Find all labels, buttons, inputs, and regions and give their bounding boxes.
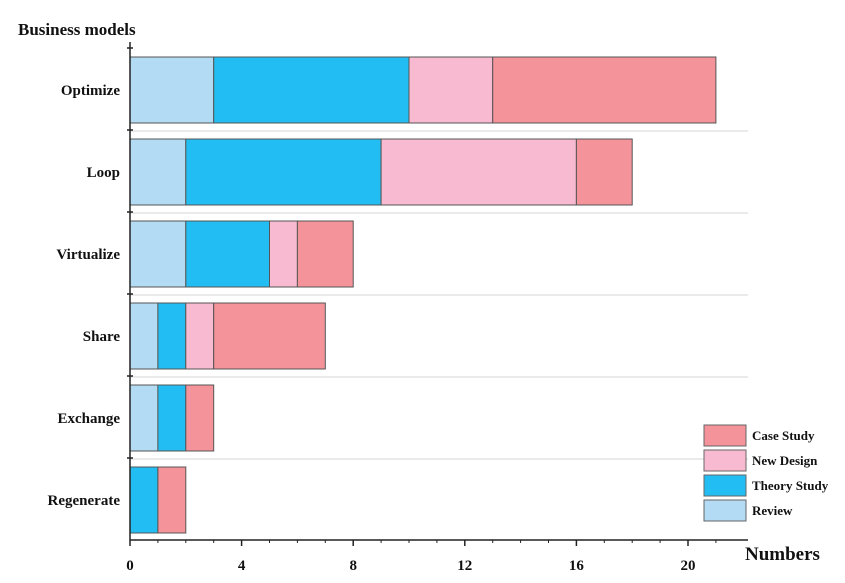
x-tick-label: 4 <box>238 558 246 574</box>
y-tick-label: Loop <box>87 165 120 181</box>
x-tick-label: 0 <box>126 558 134 574</box>
grid-layer <box>130 130 748 460</box>
bar-segment <box>408 56 494 124</box>
y-tick-label: Regenerate <box>48 493 121 509</box>
x-tick-label: 16 <box>569 558 585 574</box>
bar-segment <box>129 302 159 370</box>
bar-segment <box>129 56 215 124</box>
y-tick-label: Virtualize <box>56 247 120 263</box>
legend-swatch <box>703 474 747 497</box>
bar-segment <box>213 302 326 370</box>
bar-segment <box>185 302 215 370</box>
legend-label: Case Study <box>752 428 815 443</box>
y-axis-title: Business models <box>18 20 136 39</box>
bar-segment <box>129 138 187 206</box>
x-axis-title: Numbers <box>745 544 820 565</box>
bar-segment <box>575 138 633 206</box>
bar-segment <box>296 220 354 288</box>
bar-segment <box>492 56 717 124</box>
x-tick-label: 12 <box>457 558 472 574</box>
y-tick-label: Share <box>83 329 121 345</box>
legend-swatch <box>703 499 747 522</box>
bar-segment <box>213 56 410 124</box>
y-tick-label: Exchange <box>57 411 120 427</box>
legend: Case Study New Design Theory Study Review <box>703 424 829 522</box>
bar-segment <box>185 384 215 452</box>
bar-segment <box>157 384 187 452</box>
legend-swatch <box>703 424 747 447</box>
legend-label: Review <box>752 503 793 518</box>
bars-layer <box>129 56 717 534</box>
y-tick-label: Optimize <box>61 83 120 99</box>
legend-label: Theory Study <box>752 478 829 493</box>
legend-swatch <box>703 449 747 472</box>
bar-segment <box>157 302 187 370</box>
bar-segment <box>185 138 382 206</box>
bar-segment <box>269 220 298 288</box>
bar-segment <box>129 220 187 288</box>
bar-segment <box>157 466 187 534</box>
bar-segment <box>129 384 159 452</box>
x-tick-label: 20 <box>681 558 696 574</box>
x-tick-label: 8 <box>349 558 357 574</box>
bar-segment <box>129 466 159 534</box>
axes-layer: Business models Numbers Optimize Loop Virt… <box>18 20 820 574</box>
bar-segment <box>185 220 270 288</box>
legend-label: New Design <box>752 453 818 468</box>
bar-segment <box>380 138 577 206</box>
